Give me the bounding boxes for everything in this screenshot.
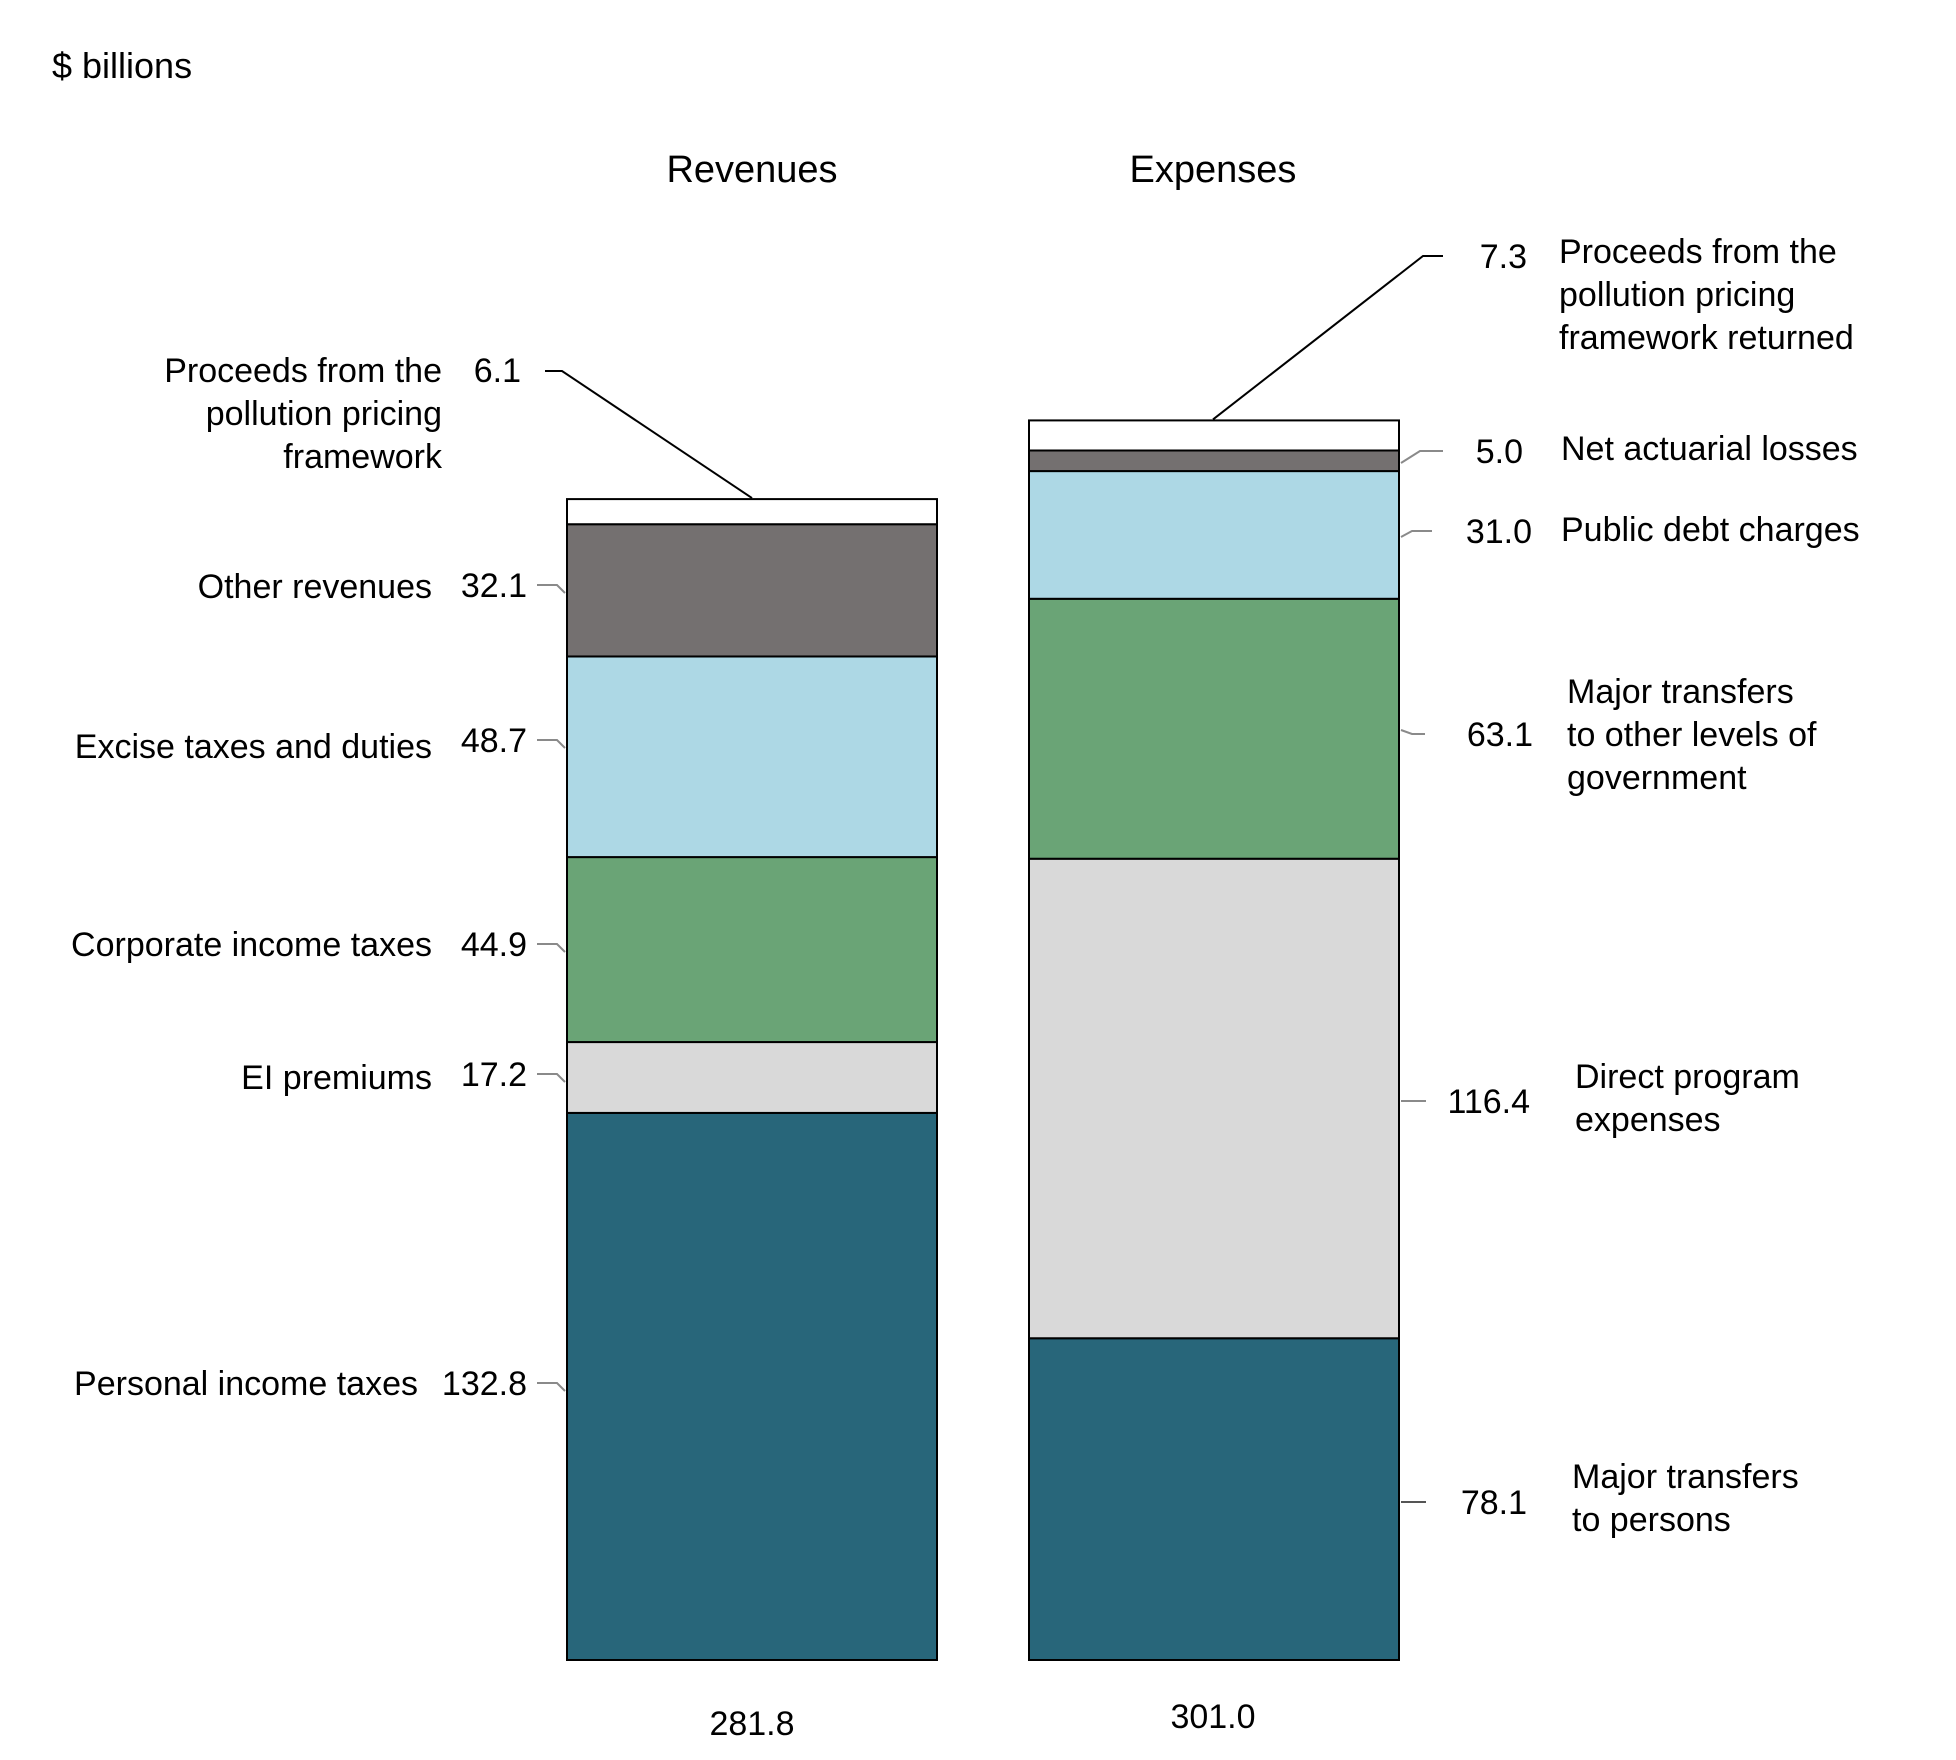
expenses-bar-net-actuarial-losses xyxy=(1028,449,1400,473)
revenues-label-proceeds-from-the-pollution-pricing-framework: Proceeds from the pollution pricing framew… xyxy=(164,352,443,476)
revenues-bar-personal-income-taxes xyxy=(566,1111,938,1662)
expenses-bar-public-debt-charges xyxy=(1028,470,1400,600)
revenues-column-title: Revenues xyxy=(666,149,837,191)
revenues-leader-excise-taxes-and-duties xyxy=(537,739,566,749)
revenues-bar-other-revenues xyxy=(566,523,938,658)
expenses-bar-direct-program-expenses xyxy=(1028,857,1400,1340)
revenues-value-corporate-income-taxes: 44.9 xyxy=(461,926,527,964)
revenues-bar-corporate-income-taxes xyxy=(566,856,938,1044)
expenses-value-major-transfers-to-persons: 78.1 xyxy=(1461,1484,1527,1522)
expenses-label-major-transfers-to-persons: Major transfers to persons xyxy=(1572,1458,1799,1539)
chart-annotations: 132.8 Personal income taxes 17.2 EI premium… xyxy=(71,233,1860,1539)
revenues-label-ei-premiums: EI premiums xyxy=(241,1059,432,1097)
chart-marks xyxy=(566,419,1400,1662)
expenses-value-direct-program-expenses: 116.4 xyxy=(1447,1083,1530,1121)
expenses-value-public-debt-charges: 31.0 xyxy=(1466,513,1532,551)
revenues-total: 281.8 xyxy=(709,1705,794,1743)
revenues-value-personal-income-taxes: 132.8 xyxy=(442,1365,527,1403)
expenses-value-proceeds-from-the-pollution-pricing-framework-returned: 7.3 xyxy=(1480,238,1527,276)
expenses-label-proceeds-from-the-pollution-pricing-framework-returned: Proceeds from the pollution pricing framew… xyxy=(1559,233,1854,357)
revenues-label-other-revenues: Other revenues xyxy=(198,568,432,606)
expenses-leader-public-debt-charges xyxy=(1400,530,1432,538)
expenses-bar-major-transfers-to-other-levels-of-government xyxy=(1028,597,1400,860)
expenses-label-major-transfers-to-other-levels-of-government: Major transfers to other levels of governm… xyxy=(1567,673,1817,797)
revenues-label-excise-taxes-and-duties: Excise taxes and duties xyxy=(75,728,432,766)
revenues-leader-other-revenues xyxy=(537,584,566,594)
expenses-leader-net-actuarial-losses xyxy=(1400,450,1443,464)
expenses-value-major-transfers-to-other-levels-of-government: 63.1 xyxy=(1467,716,1533,754)
revenues-value-excise-taxes-and-duties: 48.7 xyxy=(461,722,527,760)
revenues-bar-proceeds-from-the-pollution-pricing-framework xyxy=(566,498,938,526)
revenues-value-proceeds-from-the-pollution-pricing-framework: 6.1 xyxy=(474,352,521,390)
expenses-value-net-actuarial-losses: 5.0 xyxy=(1476,433,1523,471)
revenues-leader-ei-premiums xyxy=(537,1073,566,1083)
expenses-label-public-debt-charges: Public debt charges xyxy=(1561,511,1860,549)
revenues-label-corporate-income-taxes: Corporate income taxes xyxy=(71,926,432,964)
expenses-leader-major-transfers-to-other-levels-of-government xyxy=(1400,729,1425,735)
revenues-leader-proceeds-from-the-pollution-pricing-framework xyxy=(545,370,753,499)
expenses-label-net-actuarial-losses: Net actuarial losses xyxy=(1561,430,1858,468)
expenses-bar-proceeds-from-the-pollution-pricing-framework-returned xyxy=(1028,419,1400,452)
revenues-label-personal-income-taxes: Personal income taxes xyxy=(74,1365,418,1403)
revenues-value-ei-premiums: 17.2 xyxy=(461,1056,527,1094)
expenses-label-direct-program-expenses: Direct program expenses xyxy=(1575,1058,1800,1139)
unit-label: $ billions xyxy=(52,45,192,86)
expenses-column-title: Expenses xyxy=(1130,149,1297,191)
revenues-value-other-revenues: 32.1 xyxy=(461,567,527,605)
expenses-leader-proceeds-from-the-pollution-pricing-framework-returned xyxy=(1212,255,1443,421)
revenues-bar-excise-taxes-and-duties xyxy=(566,655,938,859)
revenues-leader-personal-income-taxes xyxy=(537,1382,566,1392)
revenues-leader-corporate-income-taxes xyxy=(537,943,566,953)
expenses-bar-major-transfers-to-persons xyxy=(1028,1337,1400,1662)
revenues-bar-ei-premiums xyxy=(566,1041,938,1114)
expenses-total: 301.0 xyxy=(1170,1698,1255,1736)
